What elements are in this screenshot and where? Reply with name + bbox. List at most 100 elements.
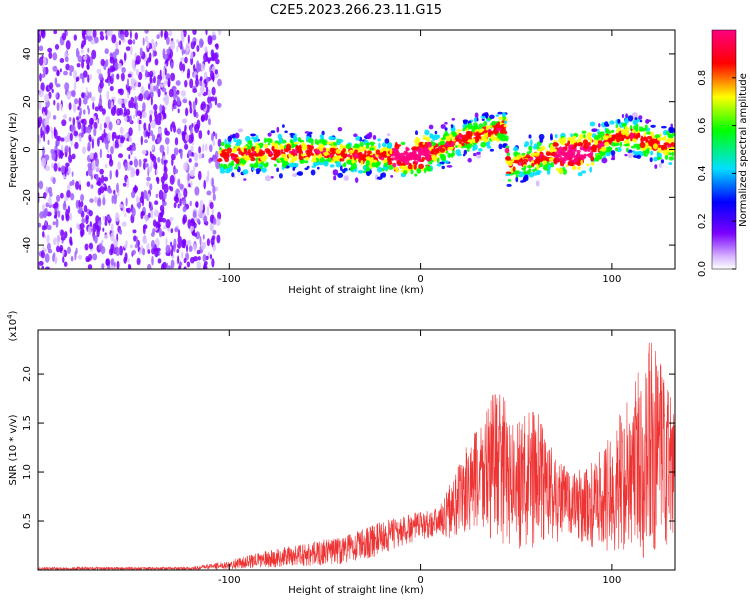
spectrogram-noise-cell	[198, 146, 202, 154]
spectrogram-noise-cell	[179, 183, 184, 190]
spectrogram-ridge-cell	[270, 130, 276, 134]
spectrogram-noise-cell	[136, 102, 139, 112]
spectrogram-ridge-cell	[240, 147, 244, 151]
spectrogram-ridge-cell	[540, 155, 547, 161]
spectrogram-noise-cell	[158, 227, 163, 238]
spectrogram-noise-cell	[214, 186, 219, 192]
spectrogram-ridge-cell	[657, 137, 663, 141]
spectrogram-noise-cell	[155, 193, 158, 198]
spectrogram-noise-cell	[128, 127, 133, 136]
spectrogram-ridge-cell	[452, 139, 456, 142]
spectrogram-noise-cell	[92, 30, 97, 39]
spectrogram-ridge-cell	[552, 142, 558, 147]
colorbar-tick-label: 0.8	[697, 70, 708, 86]
spectrogram-noise-cell	[44, 93, 50, 103]
spectrogram-ridge-cell	[657, 148, 663, 153]
spectrogram-noise-cell	[179, 198, 182, 207]
spectrogram-ridge-cell	[280, 153, 287, 158]
spectrogram-ridge-cell	[583, 148, 587, 152]
spectrogram-ridge-cell	[589, 166, 593, 173]
spectrogram-noise-cell	[108, 121, 113, 131]
spectrogram-noise-cell	[56, 245, 60, 253]
spectrogram-ridge-cell	[536, 171, 541, 176]
spectrogram-noise-cell	[161, 181, 165, 191]
spectrogram-noise-cell	[96, 166, 100, 173]
spectrogram-noise-cell	[127, 73, 132, 78]
spectrogram-ridge-cell	[507, 160, 513, 167]
spectrogram-noise-cell	[193, 152, 199, 162]
spectrogram-ridge-cell	[491, 130, 495, 134]
spectrogram-ridge-cell	[515, 176, 519, 183]
spectrogram-ridge-cell	[521, 152, 526, 156]
spectrogram-ridge-cell	[365, 167, 371, 172]
spectrogram-noise-cell	[170, 228, 174, 234]
spectrogram-noise-cell	[99, 93, 102, 103]
spectrogram-ridge-cell	[610, 150, 616, 156]
spectrogram-ridge-cell	[472, 143, 478, 151]
spectrogram-ridge-cell	[576, 152, 581, 158]
spectrogram-noise-cell	[148, 110, 154, 115]
spectrogram-noise-cell	[138, 93, 144, 102]
spectrogram-ridge-cell	[658, 163, 662, 168]
spectrogram-noise-cell	[138, 71, 143, 81]
spectrogram-ridge-cell	[343, 175, 349, 182]
spectrogram-ridge-cell	[561, 137, 567, 144]
spectrogram-ytick-label: 0	[22, 146, 33, 152]
spectrogram-noise-cell	[170, 62, 174, 69]
spectrogram-noise-cell	[162, 155, 166, 161]
spectrogram-ridge-cell	[436, 163, 442, 167]
spectrogram-noise-cell	[38, 89, 44, 98]
spectrogram-ridge-cell	[597, 140, 603, 144]
spectrogram-noise-cell	[51, 162, 54, 169]
spectrogram-noise-cell	[190, 51, 194, 60]
spectrogram-ridge-cell	[615, 147, 618, 152]
spectrogram-ridge-cell	[413, 161, 416, 165]
spectrogram-ridge-cell	[652, 143, 658, 150]
spectrogram-noise-cell	[117, 161, 122, 170]
spectrogram-noise-cell	[147, 263, 152, 269]
spectrogram-ridge-cell	[397, 144, 402, 147]
spectrogram-noise-cell	[168, 88, 174, 98]
spectrogram-ridge-cell	[550, 161, 555, 168]
spectrogram-noise-cell	[183, 187, 188, 198]
spectrogram-ridge-cell	[441, 165, 446, 170]
spectrogram-noise-cell	[46, 224, 52, 231]
spectrogram-ridge-cell	[616, 146, 622, 153]
spectrogram-noise-cell	[105, 140, 109, 150]
spectrogram-ridge-cell	[245, 135, 251, 142]
spectrogram-noise-cell	[177, 178, 181, 187]
spectrogram-ridge-cell	[351, 158, 355, 164]
spectrogram-ridge-cell	[460, 145, 466, 149]
spectrogram-ridge-cell	[615, 124, 619, 128]
spectrogram-ridge-cell	[361, 146, 368, 151]
spectrogram-noise-cell	[154, 109, 158, 118]
spectrogram-ridge-cell	[362, 155, 367, 162]
spectrogram-noise-cell	[52, 177, 56, 185]
spectrogram-noise-cell	[135, 68, 140, 76]
spectrogram-noise-cell	[180, 90, 186, 97]
spectrogram-noise-cell	[125, 197, 128, 207]
spectrogram-ridge-cell	[562, 159, 566, 165]
spectrogram-noise-cell	[68, 154, 73, 163]
spectrogram-noise-cell	[207, 35, 213, 45]
spectrogram-noise-cell	[99, 80, 104, 89]
spectrogram-noise-cell	[134, 32, 138, 40]
spectrogram-ridge-cell	[643, 131, 646, 138]
spectrogram-noise-cell	[70, 125, 74, 133]
spectrogram-ridge-cell	[550, 133, 553, 140]
spectrogram-noise-cell	[110, 258, 115, 266]
spectrogram-ridge-cell	[276, 167, 279, 173]
spectrogram-noise-cell	[113, 262, 116, 268]
spectrogram-ridge-cell	[360, 159, 364, 166]
spectrogram-ridge-cell	[368, 131, 373, 138]
spectrogram-noise-cell	[76, 63, 81, 68]
spectrogram-noise-cell	[73, 130, 79, 137]
spectrogram-noise-cell	[66, 190, 71, 198]
spectrogram-noise-cell	[195, 74, 199, 81]
spectrogram-noise-cell	[60, 192, 64, 199]
spectrogram-ridge-cell	[222, 163, 228, 169]
spectrogram-noise-cell	[151, 134, 156, 142]
spectrogram-ridge-cell	[495, 127, 502, 131]
spectrogram-noise-cell	[56, 235, 61, 244]
spectrogram-noise-cell	[131, 207, 136, 217]
